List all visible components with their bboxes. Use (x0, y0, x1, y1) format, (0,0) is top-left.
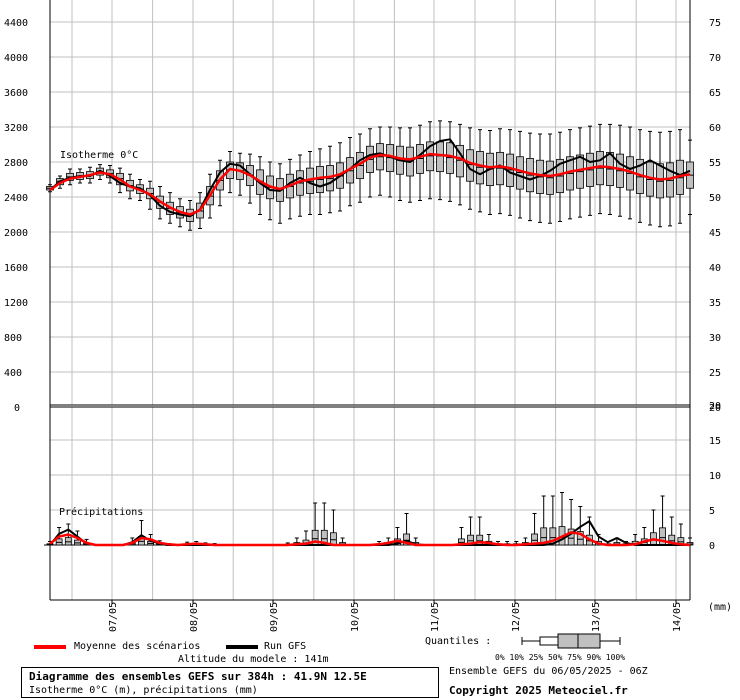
precip-box (549, 527, 557, 546)
isotherm-boxes (46, 120, 694, 231)
right-tick-label: 55 (709, 158, 721, 169)
quartile-box (466, 149, 474, 182)
date-label: 07/05 (108, 602, 119, 632)
right-tick-label: 40 (709, 263, 721, 274)
precip-panel-title: Précipitations (59, 506, 143, 518)
copyright-text: Copyright 2025 Meteociel.fr (449, 684, 628, 697)
date-label: 10/05 (350, 602, 361, 632)
precip-box (576, 531, 584, 546)
right-tick-label: 75 (709, 18, 721, 29)
date-label: 14/05 (672, 602, 683, 632)
isotherm-run-gfs-line (49, 138, 691, 218)
left-tick-label: 2800 (4, 158, 28, 169)
precip-tick-label: 20 (709, 401, 721, 412)
date-label: 13/05 (591, 602, 602, 632)
date-label: 12/05 (511, 602, 522, 632)
right-tick-label: 50 (709, 193, 721, 204)
legend-quantiles-label: Quantiles : (425, 636, 492, 647)
left-zero-tick: 0 (14, 403, 20, 414)
precip-tick-label: 15 (709, 436, 721, 447)
left-tick-label: 3600 (4, 88, 28, 99)
quartile-box (436, 141, 444, 173)
precip-box (567, 528, 575, 546)
isotherm-grid (50, 0, 690, 405)
left-tick-label: 1600 (4, 263, 28, 274)
precip-tick-label: 10 (709, 471, 721, 482)
precip-tick-label: 0 (709, 541, 715, 552)
left-tick-label: 2400 (4, 193, 28, 204)
right-tick-label: 25 (709, 368, 721, 379)
left-tick-label: 4000 (4, 53, 28, 64)
date-label: 09/05 (269, 602, 280, 632)
isotherm-mean-line (49, 152, 691, 216)
chart-title: Diagramme des ensembles GEFS sur 384h : … (29, 670, 367, 683)
legend-mean-label: Moyenne des scénarios (74, 641, 201, 652)
series-lines (49, 138, 691, 547)
right-tick-label: 70 (709, 53, 721, 64)
precip-box (403, 533, 410, 546)
right-tick-label: 60 (709, 123, 721, 134)
precip-unit-label: (mm) (708, 602, 732, 613)
precip-box (64, 537, 72, 546)
precip-tick-label: 5 (709, 506, 715, 517)
left-tick-label: 1200 (4, 298, 28, 309)
chart-subtitle: Isotherme 0°C (m), précipitations (mm) (29, 685, 258, 696)
quantile-box-icon (521, 633, 621, 649)
right-tick-label: 35 (709, 298, 721, 309)
precip-grid (50, 407, 690, 600)
right-tick-label: 65 (709, 88, 721, 99)
left-tick-label: 2000 (4, 228, 28, 239)
date-label: 11/05 (430, 602, 441, 632)
right-tick-label: 20 (709, 403, 721, 414)
left-tick-label: 400 (4, 368, 22, 379)
legend-run-label: Run GFS (264, 641, 307, 652)
isotherm-panel-title: Isotherme 0°C (60, 150, 138, 161)
left-tick-label: 3200 (4, 123, 28, 134)
left-tick-label: 4400 (4, 18, 28, 29)
altitude-text: Altitude du modele : 141m (178, 654, 329, 665)
legend-mean-swatch (34, 645, 66, 649)
precip-mean-line (49, 531, 691, 547)
left-tick-label: 800 (4, 333, 22, 344)
date-label: 08/05 (189, 602, 200, 632)
legend-quantile-ticks: 0% 10% 25% 50% 75% 90% 100% (495, 653, 626, 662)
right-tick-label: 45 (709, 228, 721, 239)
precip-box (330, 532, 337, 546)
title-box (21, 667, 439, 698)
legend-run-swatch (226, 645, 258, 649)
right-tick-label: 30 (709, 333, 721, 344)
ensemble-run-text: Ensemble GEFS du 06/05/2025 - 06Z (449, 666, 648, 677)
